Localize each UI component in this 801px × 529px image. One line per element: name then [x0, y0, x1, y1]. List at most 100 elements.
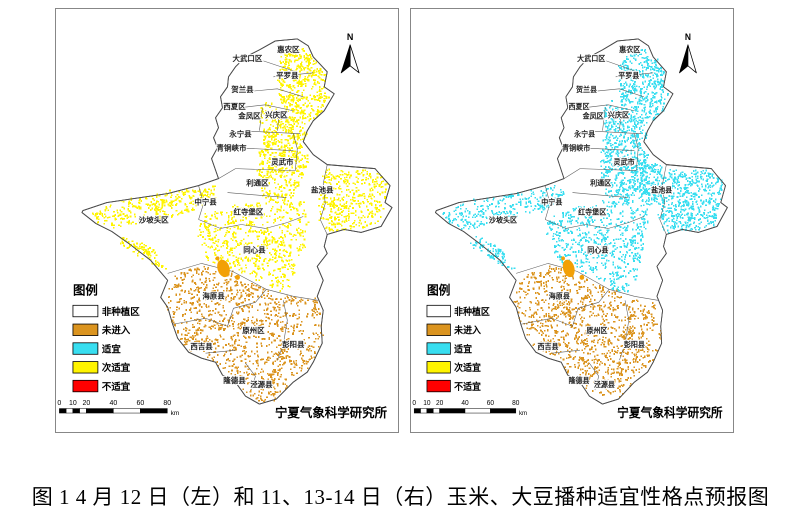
- county-boundary: [259, 107, 263, 131]
- dots-suitable: [618, 47, 670, 128]
- county-boundary: [659, 164, 667, 235]
- region-label: 利通区: [245, 178, 269, 188]
- dots-suitable: [599, 99, 649, 205]
- north-label: N: [347, 32, 353, 42]
- county-boundary: [579, 168, 637, 171]
- highlight-blob: [215, 256, 240, 280]
- county-boundary: [572, 192, 628, 198]
- legend-label: 非种植区: [454, 306, 490, 317]
- county-boundary: [619, 110, 622, 131]
- scale-tick-label: 10: [69, 400, 77, 407]
- region-label: 永宁县: [573, 129, 595, 138]
- region-label: 泾源县: [250, 379, 273, 389]
- scale-bar-segment: [464, 408, 491, 414]
- scale-bar-segment: [113, 408, 141, 414]
- province-outline-top: [434, 38, 728, 405]
- county-boundary: [583, 104, 635, 112]
- region-label: 惠农区: [619, 45, 641, 54]
- scale-bar-segment: [140, 408, 168, 414]
- region-label: 海原县: [202, 290, 225, 300]
- region-label: 彭阳县: [624, 340, 645, 349]
- county-boundary: [583, 130, 642, 135]
- region-label: 利通区: [589, 178, 612, 187]
- region-label: 惠农区: [277, 44, 300, 54]
- county-boundary: [602, 107, 606, 131]
- region-label: 中宁县: [194, 197, 217, 207]
- dots-suitable: [546, 198, 649, 293]
- legend-swatch: [72, 342, 99, 355]
- scale-unit: km: [519, 410, 527, 417]
- region-label: 红寺堡区: [578, 207, 607, 216]
- scale-bar-segment: [413, 408, 421, 414]
- legend-swatch: [426, 323, 451, 336]
- scale-tick-label: 40: [461, 400, 469, 407]
- scale-tick-label: 80: [512, 400, 520, 407]
- region-label: 沙坡头区: [139, 214, 169, 224]
- scale-bar-segment: [65, 408, 74, 414]
- region-label: 大武口区: [233, 53, 263, 63]
- north-arrow-icon: [687, 44, 697, 74]
- scale-tick-label: 0: [57, 400, 61, 407]
- region-label: 兴庆区: [265, 110, 288, 120]
- county-boundary: [273, 72, 314, 78]
- region-label: 海原县: [549, 291, 570, 300]
- region-label: 平罗县: [276, 71, 299, 80]
- county-boundary: [198, 185, 204, 220]
- north-arrow: N: [340, 32, 360, 74]
- county-boundary: [239, 130, 301, 135]
- legend-label: 不适宜: [102, 381, 131, 393]
- scale-bar-segment: [426, 408, 434, 414]
- region-label: 沙坡头区: [489, 215, 518, 224]
- county-boundary: [239, 104, 294, 112]
- scale-tick-label: 40: [109, 400, 117, 407]
- county-boundary: [287, 216, 304, 223]
- region-label: 金凤区: [237, 111, 261, 121]
- county-boundary: [263, 60, 294, 72]
- county-boundary: [628, 216, 644, 223]
- region-label: 原州区: [242, 326, 265, 335]
- county-boundary: [319, 164, 328, 235]
- county-boundary: [606, 60, 635, 72]
- county-boundary: [572, 289, 610, 327]
- region-label: 贺兰县: [230, 84, 254, 94]
- region-label: 中宁县: [541, 197, 562, 206]
- county-boundary: [277, 110, 280, 131]
- region-label: 隆德县: [223, 375, 246, 385]
- scale-tick-label: 0: [412, 400, 416, 407]
- legend-label: 次适宜: [102, 362, 131, 374]
- county-boundary: [277, 300, 288, 361]
- region-label: 同心县: [587, 245, 608, 254]
- county-boundary: [198, 219, 242, 229]
- legend-swatch: [426, 304, 451, 318]
- scale-tick-label: 20: [82, 400, 90, 407]
- county-boundary: [172, 317, 228, 327]
- province-outline-top: [81, 38, 393, 405]
- legend-label: 适宜: [454, 343, 472, 354]
- dots-suitable: [655, 169, 723, 234]
- county-boundary: [563, 168, 581, 179]
- scale-bar-segment: [420, 408, 428, 414]
- region-label: 原州区: [586, 326, 608, 335]
- legend-label: 适宜: [102, 343, 121, 355]
- county-boundary: [619, 300, 630, 361]
- county-boundary: [589, 88, 644, 98]
- scale-tick-label: 20: [436, 400, 444, 407]
- credit-text: 宁夏气象科学研究所: [275, 405, 388, 420]
- county-boundary: [585, 222, 629, 229]
- north-label: N: [685, 32, 691, 42]
- county-boundary: [293, 133, 298, 171]
- scale-bar-segment: [86, 408, 114, 414]
- county-boundary: [544, 185, 551, 220]
- scale-bar-segment: [72, 408, 80, 414]
- highlight-blob: [561, 256, 585, 280]
- credit-text: 宁夏气象科学研究所: [617, 405, 723, 420]
- region-label: 同心县: [243, 244, 266, 254]
- legend-swatch: [72, 323, 99, 336]
- dots-suitable: [91, 185, 217, 229]
- legend-label: 次适宜: [454, 362, 481, 373]
